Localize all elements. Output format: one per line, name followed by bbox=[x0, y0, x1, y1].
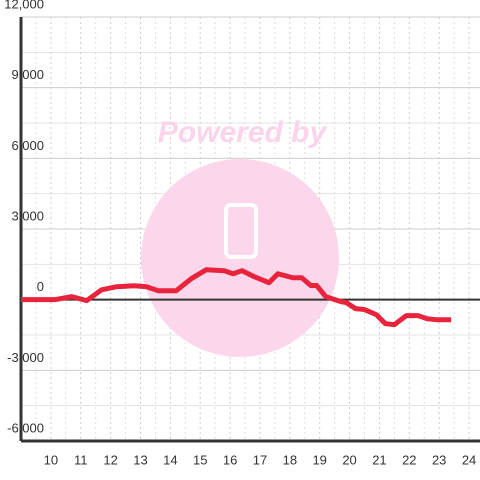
x-tick-label: 20 bbox=[342, 452, 356, 467]
watermark-logo bbox=[224, 203, 258, 259]
x-tick-label: 10 bbox=[44, 452, 58, 467]
x-tick-label: 21 bbox=[372, 452, 386, 467]
x-tick-label: 12 bbox=[103, 452, 117, 467]
x-tick-label: 18 bbox=[283, 452, 297, 467]
x-tick-label: 11 bbox=[74, 452, 88, 467]
line bbox=[21, 267, 452, 328]
x-tick-label: 24 bbox=[462, 452, 476, 467]
x-tick-label: 22 bbox=[402, 452, 416, 467]
x-tick-label: 15 bbox=[193, 452, 207, 467]
x-tick-label: 13 bbox=[133, 452, 147, 467]
x-tick-label: 16 bbox=[223, 452, 237, 467]
x-tick-label: 23 bbox=[432, 452, 446, 467]
watermark-text: Powered by bbox=[158, 116, 328, 149]
y-tick-label: -6,000 bbox=[7, 420, 44, 435]
y-tick-label: 3,000 bbox=[11, 208, 44, 223]
y-tick-label: 12,000 bbox=[4, 0, 44, 11]
y-tick-label: 9,000 bbox=[11, 67, 44, 82]
y-tick-label: 6,000 bbox=[11, 138, 44, 153]
y-tick-label: 0 bbox=[37, 279, 44, 294]
x-tick-label: 14 bbox=[163, 452, 177, 467]
y-tick-label: -3,000 bbox=[7, 350, 44, 365]
x-tick-label: 17 bbox=[253, 452, 267, 467]
x-tick-label: 19 bbox=[312, 452, 326, 467]
